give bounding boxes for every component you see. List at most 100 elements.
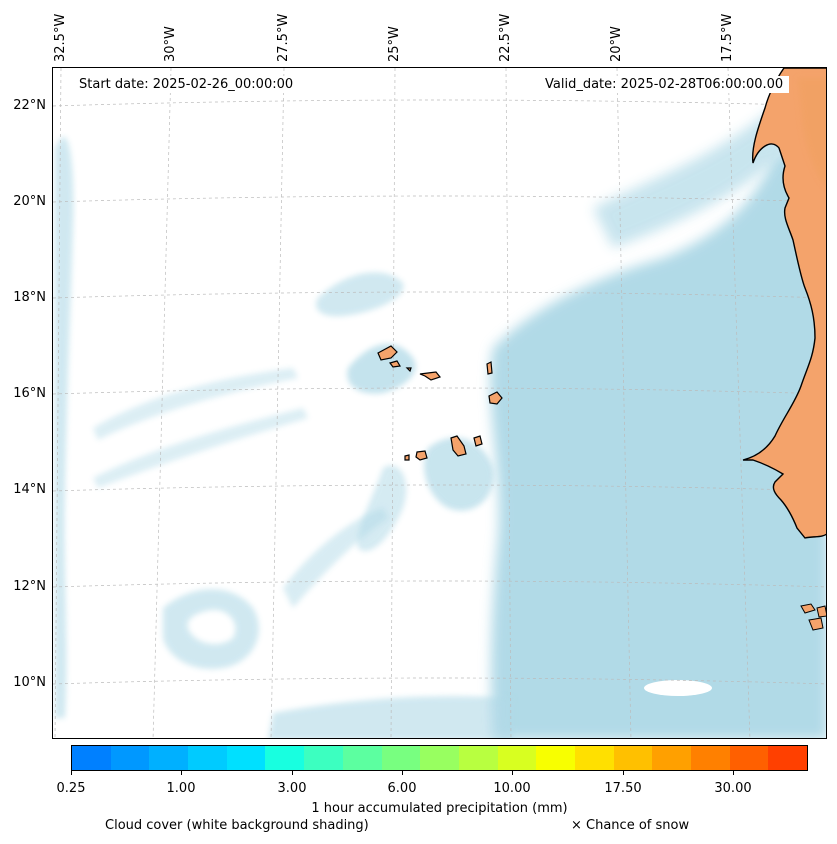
cloud-streak-west-2 [93, 408, 308, 488]
cloud-streak-central [283, 508, 388, 608]
cloud-cluster-south [424, 437, 494, 511]
lon-label-27-5w: 27.5°W [276, 13, 291, 62]
colorbar-segment [652, 746, 691, 770]
colorbar-segment [265, 746, 305, 770]
gridline-lat-16n [53, 387, 826, 395]
lat-label-16n: 16°N [13, 386, 46, 401]
lon-label-30w: 30°W [163, 26, 178, 62]
gridline-lon-20w [616, 68, 632, 738]
island-sao-vicente [388, 360, 401, 368]
africa-inland-shade [798, 78, 826, 186]
colorbar-segment [226, 746, 266, 770]
colorbar-label-3-00: 3.00 [277, 781, 307, 796]
gridline-lat-20n [53, 195, 826, 203]
cloud-band-northeast [593, 108, 798, 248]
colorbar-segment [342, 746, 382, 770]
gridline-lon-27-5w [270, 68, 285, 738]
cloud-cluster-center [347, 344, 416, 394]
cloud-ring-southwest [163, 589, 259, 669]
coastal-islands [800, 603, 826, 631]
cloud-mass-east [490, 129, 826, 738]
cloud-band-south [268, 696, 513, 738]
island-santo-antao [377, 345, 398, 361]
colorbar-label-30-00: 30.00 [714, 781, 752, 796]
colorbar-tick-30-00 [733, 771, 734, 775]
gridline-lat-22n [53, 99, 826, 107]
lon-label-32-5w: 32.5°W [53, 13, 68, 62]
lon-label-22-5w: 22.5°W [498, 13, 513, 62]
lat-label-12n: 12°N [13, 579, 46, 594]
colorbar-label-10-00: 10.00 [493, 781, 531, 796]
colorbar-tick-10-00 [512, 771, 513, 775]
island-maio [473, 435, 483, 447]
precipitation-colorbar [71, 745, 808, 771]
coastal-island-2 [808, 617, 824, 631]
valid-date-label: Valid_date: 2025-02-28T06:00:00.00 [539, 76, 790, 93]
lon-label-17-5w: 17.5°W [720, 13, 735, 62]
gridline-lon-22-5w [505, 68, 512, 738]
colorbar-segment [304, 746, 343, 770]
africa-mainland [742, 68, 826, 539]
lat-label-20n: 20°N [13, 194, 46, 209]
snow-legend: × Chance of snow [571, 818, 690, 833]
island-fogo [415, 450, 428, 461]
colorbar-segment [188, 746, 227, 770]
map-panel [52, 67, 827, 739]
gridline-lon-30w [152, 68, 172, 738]
colorbar-tick-3-00 [292, 771, 293, 775]
colorbar-segment [149, 746, 189, 770]
island-sao-nicolau [419, 371, 442, 381]
gridline-lon-32-5w [54, 68, 62, 738]
lat-label-22n: 22°N [13, 98, 46, 113]
colorbar-title: 1 hour accumulated precipitation (mm) [311, 801, 568, 816]
island-boa-vista [488, 391, 503, 405]
lon-label-20w: 20°W [609, 26, 624, 62]
island-sal [486, 361, 493, 375]
colorbar-segment [729, 746, 769, 770]
gridline-lon-25w [390, 68, 396, 738]
gridline-lon-17-5w [727, 68, 751, 738]
gridline-lat-18n [53, 291, 826, 299]
clear-patch [644, 680, 712, 696]
colorbar-label-0-25: 0.25 [56, 781, 86, 796]
cloud-cover-shading [55, 108, 826, 738]
colorbar-segment [574, 746, 614, 770]
cloud-streak-diagonal [357, 465, 407, 552]
colorbar-segment [72, 746, 111, 770]
colorbar-segment [458, 746, 498, 770]
cloud-cover-legend: Cloud cover (white background shading) [105, 818, 369, 833]
colorbar-label-6-00: 6.00 [387, 781, 417, 796]
colorbar-segment [110, 746, 150, 770]
colorbar-segment [768, 746, 808, 770]
start-date-label: Start date: 2025-02-26_00:00:00 [73, 76, 300, 93]
lat-label-18n: 18°N [13, 290, 46, 305]
colorbar-label-17-50: 17.50 [604, 781, 642, 796]
lat-label-10n: 10°N [13, 675, 46, 690]
cloud-streak-west-1 [93, 368, 298, 440]
colorbar-tick-1-00 [181, 771, 182, 775]
colorbar-segment [613, 746, 653, 770]
colorbar-tick-6-00 [402, 771, 403, 775]
island-santiago [450, 435, 467, 457]
island-santa-luzia [405, 367, 412, 373]
colorbar-segment [691, 746, 730, 770]
map-canvas [53, 68, 826, 738]
cape-verde-islands [377, 345, 503, 461]
colorbar-tick-17-50 [623, 771, 624, 775]
gridlines [53, 68, 826, 738]
lon-label-25w: 25°W [387, 26, 402, 62]
colorbar-segment [497, 746, 537, 770]
coastal-island-3 [816, 605, 826, 618]
cloud-strip-west [55, 136, 74, 719]
colorbar-segment [381, 746, 421, 770]
colorbar-segment [420, 746, 459, 770]
colorbar-tick-0-25 [71, 771, 72, 775]
lat-label-14n: 14°N [13, 482, 46, 497]
island-brava [404, 454, 410, 461]
gridline-lat-14n [53, 484, 826, 492]
cloud-cluster-north [315, 272, 404, 317]
gridline-lat-10n [53, 677, 826, 685]
gridline-lat-12n [53, 580, 826, 588]
coastal-island-1 [800, 603, 816, 614]
colorbar-label-1-00: 1.00 [166, 781, 196, 796]
